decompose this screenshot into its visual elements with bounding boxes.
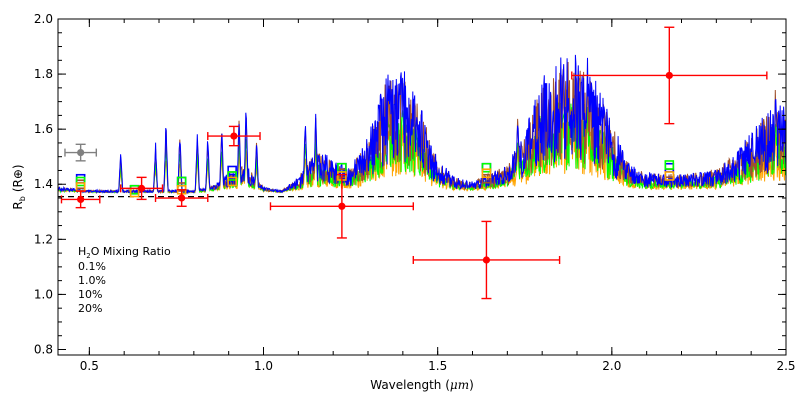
band-marker	[664, 171, 675, 181]
band-marker	[75, 176, 86, 187]
band-marker	[227, 171, 237, 181]
data-point	[665, 71, 673, 80]
band-marker	[481, 162, 492, 173]
band-marker	[664, 160, 675, 170]
x-tick-label: 0.5	[80, 359, 99, 373]
band-marker	[227, 176, 237, 187]
band-marker	[481, 173, 492, 184]
y-tick-label: 1.2	[34, 232, 53, 246]
data-point	[230, 132, 238, 140]
x-axis-label: Wavelength (μm)	[370, 378, 474, 392]
legend-entry: 1.0%	[78, 274, 106, 287]
measurement-points	[60, 26, 768, 300]
legend: H2O Mixing Ratio 0.1% 1.0% 10% 20%	[78, 245, 171, 315]
data-point	[338, 202, 346, 210]
legend-title: H2O Mixing Ratio	[78, 245, 171, 260]
band-marker	[75, 179, 86, 190]
data-point	[77, 148, 85, 157]
y-axis-label: Rb(R⊕)	[11, 164, 27, 209]
data-point	[482, 256, 491, 264]
legend-entry: 20%	[78, 302, 102, 315]
x-tick-label: 1.5	[428, 359, 447, 373]
legend-entry: 0.1%	[78, 260, 106, 273]
x-axis-ticks: 0.5 1.0 1.5 2.0 2.5	[80, 19, 796, 373]
data-point	[178, 194, 186, 202]
y-tick-label: 2.0	[34, 12, 53, 26]
y-tick-label: 1.6	[34, 122, 53, 136]
data-point	[137, 184, 146, 192]
y-tick-label: 0.8	[34, 342, 53, 356]
y-axis-ticks: 0.8 1.0 1.2 1.4 1.6 1.8 2.0	[34, 12, 786, 356]
y-tick-label: 1.8	[34, 67, 53, 81]
x-tick-label: 2.0	[602, 359, 621, 373]
data-point	[77, 195, 85, 203]
band-marker	[75, 173, 86, 184]
y-tick-label: 1.0	[34, 287, 53, 301]
band-averaged-markers	[75, 160, 675, 198]
plot-frame	[57, 18, 787, 356]
model-series-line	[58, 54, 786, 195]
x-tick-label: 1.0	[254, 359, 273, 373]
y-tick-label: 1.4	[34, 177, 53, 191]
band-marker	[664, 162, 675, 173]
band-marker	[481, 162, 492, 173]
x-tick-label: 2.5	[776, 359, 795, 373]
band-marker	[227, 165, 237, 176]
band-marker	[481, 168, 492, 179]
legend-entry: 10%	[78, 288, 102, 301]
